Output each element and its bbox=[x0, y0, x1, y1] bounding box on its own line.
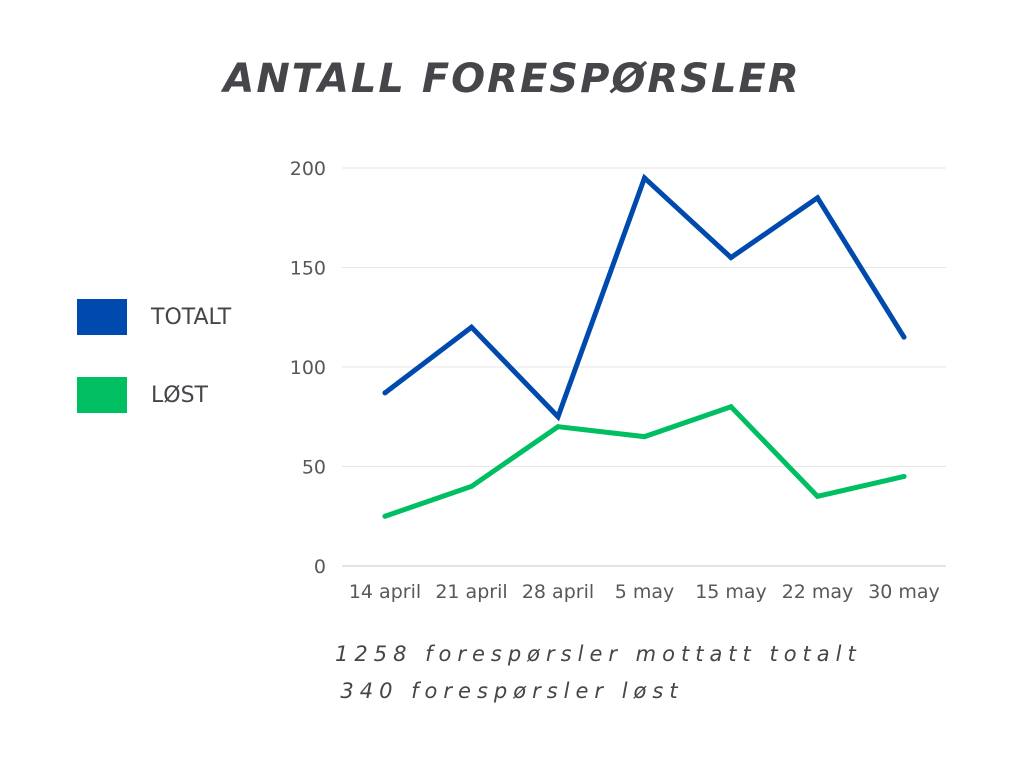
chart-title: ANTALL FORESPØRSLER bbox=[223, 56, 801, 102]
summary-resolved-requests: 340 forespørsler løst bbox=[340, 679, 684, 703]
data-point bbox=[555, 414, 561, 420]
y-tick-label: 200 bbox=[290, 158, 326, 180]
data-point bbox=[901, 473, 907, 479]
data-point bbox=[728, 255, 734, 261]
y-tick-label: 50 bbox=[302, 457, 326, 479]
legend-label-lost: LØST bbox=[151, 382, 208, 408]
x-tick-label: 14 april bbox=[349, 581, 421, 603]
data-point bbox=[555, 424, 561, 430]
data-point bbox=[469, 483, 474, 489]
x-tick-label: 15 may bbox=[695, 581, 767, 603]
series-line-totalt bbox=[382, 173, 907, 422]
x-tick-label: 5 may bbox=[615, 581, 675, 603]
x-tick-label: 30 may bbox=[868, 581, 940, 603]
y-tick-label: 0 bbox=[314, 556, 326, 578]
data-point bbox=[642, 175, 647, 181]
legend-item-lost: LØST bbox=[77, 377, 208, 413]
legend-item-totalt: TOTALT bbox=[77, 299, 231, 335]
y-tick-label: 150 bbox=[290, 258, 326, 280]
data-point bbox=[815, 195, 820, 201]
data-point bbox=[642, 434, 647, 440]
data-point bbox=[469, 324, 474, 330]
x-tick-label: 21 april bbox=[435, 581, 507, 603]
series-line-l-st bbox=[382, 403, 907, 519]
legend-swatch-lost bbox=[77, 377, 127, 413]
legend-swatch-totalt bbox=[77, 299, 127, 335]
x-tick-label: 22 may bbox=[782, 581, 854, 603]
data-point bbox=[728, 404, 734, 410]
data-point bbox=[901, 334, 907, 340]
data-point bbox=[382, 513, 388, 519]
x-tick-label: 28 april bbox=[522, 581, 594, 603]
data-point bbox=[815, 493, 820, 499]
y-tick-label: 100 bbox=[290, 357, 326, 379]
data-point bbox=[382, 390, 388, 396]
legend-label-totalt: TOTALT bbox=[151, 304, 232, 330]
summary-total-requests: 1258 forespørsler mottatt totalt bbox=[335, 642, 862, 666]
